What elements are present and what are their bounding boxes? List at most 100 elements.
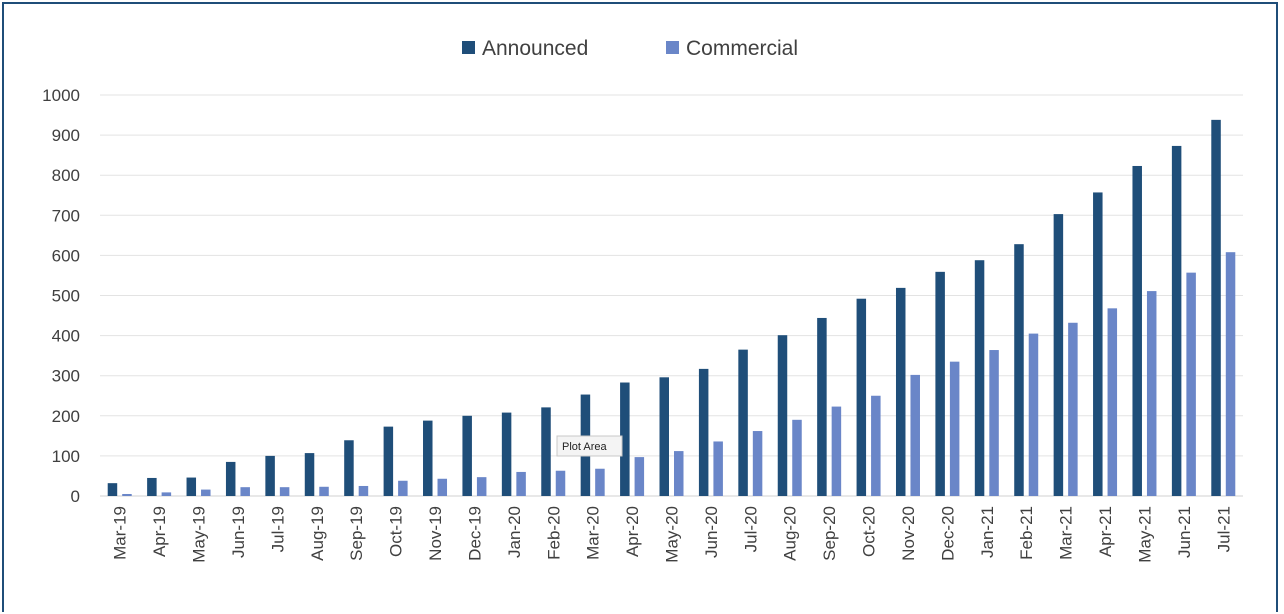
bar-announced [265,455,275,496]
x-tick-label: Sep-19 [347,506,366,561]
bar-announced [698,368,709,496]
x-tick-label: Feb-20 [544,506,563,560]
x-tick-label: Sep-20 [820,506,839,561]
x-tick-label: Jun-19 [229,506,248,558]
bar-commercial [1225,252,1236,496]
x-tick-label: Dec-19 [465,506,484,561]
x-tick-label: Apr-21 [1096,506,1115,557]
y-tick-label: 800 [52,166,80,185]
tooltip: Plot Area [556,435,623,457]
legend: Announced Commercial [462,37,798,60]
tooltip-text: Plot Area [562,441,608,453]
bar-commercial [595,468,605,496]
bar-commercial [437,478,448,496]
x-tick-label: Aug-20 [781,506,800,561]
bar-commercial [792,419,802,496]
x-tick-label: Oct-20 [860,506,879,557]
bar-commercial [319,486,329,496]
x-tick-label: Jun-20 [702,506,721,558]
bar-commercial [201,489,211,496]
bar-commercial [161,492,172,496]
bar-commercial [1028,333,1039,496]
x-tick-label: May-21 [1135,506,1154,563]
bar-commercial [910,374,920,496]
legend-swatch [462,41,475,54]
y-tick-label: 200 [52,407,80,426]
bar-announced [225,461,236,496]
x-tick-label: Apr-20 [623,506,642,557]
x-tick-label: Jul-21 [1214,506,1233,552]
bar-commercial [752,431,763,496]
legend-label: Commercial [686,37,798,60]
x-tick-label: Mar-20 [584,506,603,560]
bar-announced [423,420,433,496]
bar-commercial [476,477,487,496]
bar-announced [777,335,788,496]
bar-announced [1211,119,1221,496]
bar-commercial [674,451,684,496]
y-tick-label: 900 [52,126,80,145]
x-tick-label: May-19 [190,506,209,563]
y-tick-label: 100 [52,447,80,466]
bar-announced [1132,165,1142,497]
bar-announced [620,382,630,496]
bar-announced [1171,145,1182,496]
bar-commercial [1186,272,1196,496]
bar-commercial [831,406,842,496]
y-tick-label: 300 [52,367,80,386]
x-tick-label: Aug-19 [308,506,327,561]
bar-commercial [989,350,999,496]
bar-announced [541,407,551,496]
bar-commercial [1107,308,1118,496]
bar-announced [107,483,118,496]
y-axis: 0 100 200 300 400 500 600 700 800 900 1000 [42,86,80,506]
x-axis: Mar-19 Apr-19 May-19 Jun-19 Jul-19 Aug-19 Sep-… [111,506,1234,563]
bar-announced [344,440,354,496]
bar-commercial [713,441,723,496]
y-tick-label: 400 [52,327,80,346]
bar-commercial [871,395,881,496]
y-tick-label: 1000 [42,86,80,105]
bar-commercial [516,471,526,496]
y-tick-label: 500 [52,287,80,306]
bar-announced [817,317,827,496]
bar-commercial [279,487,290,496]
bar-commercial [358,485,369,496]
x-tick-label: Jan-20 [505,506,524,558]
y-tick-label: 600 [52,246,80,265]
legend-label: Announced [482,37,588,60]
x-tick-label: Nov-20 [899,506,918,561]
bar-commercial [634,457,645,496]
x-tick-label: Jun-21 [1175,506,1194,558]
bar-commercial [1068,322,1078,496]
bar-announced [935,271,945,496]
bar-announced [304,453,315,496]
x-tick-label: Jan-21 [978,506,997,558]
bar-announced [462,415,472,496]
x-tick-label: Jul-19 [268,506,287,552]
x-tick-label: Mar-19 [111,506,130,560]
bar-announced [974,260,985,496]
bar-announced [501,412,512,496]
x-tick-label: Mar-21 [1057,506,1076,560]
x-tick-label: Oct-19 [387,506,406,557]
bar-announced [895,287,906,496]
bar-announced [1014,244,1024,496]
bar-commercial [949,361,960,496]
bar-commercial [555,470,566,496]
x-tick-label: Jul-20 [741,506,760,552]
x-tick-label: Apr-19 [150,506,169,557]
y-tick-label: 700 [52,206,80,225]
bar-announced [659,377,669,496]
tooltip-box [556,435,623,457]
x-tick-label: Dec-20 [938,506,957,561]
y-tick-label: 0 [71,487,80,506]
bar-announced [1093,192,1103,496]
bar-announced [856,298,867,496]
bar-announced [738,349,748,496]
bar-commercial [122,493,132,496]
bars [107,119,1236,497]
gridlines [100,94,1243,497]
